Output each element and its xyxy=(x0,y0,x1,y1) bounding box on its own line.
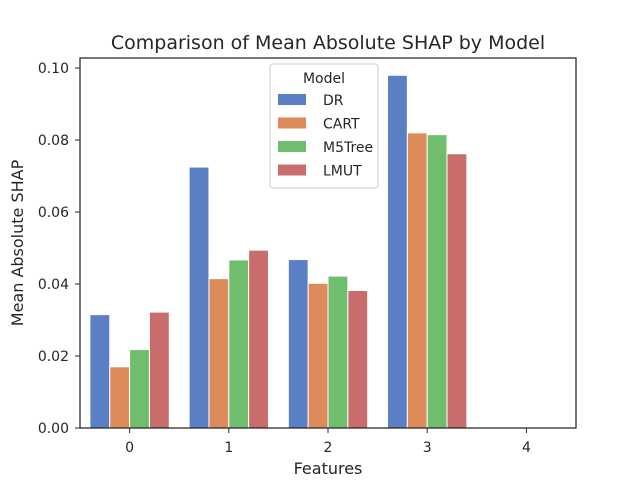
bar-dr-feature-2 xyxy=(287,259,309,429)
bar-m5tree-feature-2 xyxy=(327,275,349,429)
x-tick-label: 4 xyxy=(522,440,531,456)
x-tick-label: 0 xyxy=(125,440,134,456)
y-tick-label: 0.04 xyxy=(38,277,69,293)
chart-title: Comparison of Mean Absolute SHAP by Mode… xyxy=(111,32,545,54)
y-tick-label: 0.06 xyxy=(38,205,69,221)
bar-cart-feature-3 xyxy=(406,132,428,429)
legend-swatch-lmut xyxy=(278,164,306,176)
y-tick-label: 0.10 xyxy=(38,61,69,77)
x-axis-label: Features xyxy=(294,459,363,478)
legend-title: Model xyxy=(303,71,345,87)
x-tick-label: 1 xyxy=(224,440,233,456)
legend: Model DR CART M5Tree LMUT xyxy=(269,63,379,189)
bar-dr-feature-1 xyxy=(188,166,210,429)
y-tick-label: 0.08 xyxy=(38,133,69,149)
legend-label-cart: CART xyxy=(323,117,360,133)
bar-cart-feature-2 xyxy=(307,282,329,429)
y-axis-label: Mean Absolute SHAP xyxy=(8,159,27,326)
bar-cart-feature-1 xyxy=(208,278,230,429)
legend-items: DR CART M5Tree LMUT xyxy=(278,93,373,180)
bar-dr-feature-0 xyxy=(89,314,111,429)
bar-m5tree-feature-3 xyxy=(426,134,448,429)
bar-lmut-feature-0 xyxy=(148,311,170,429)
y-tick-label: 0.00 xyxy=(38,421,69,437)
legend-label-m5tree: M5Tree xyxy=(323,140,373,156)
legend-swatch-dr xyxy=(278,94,306,105)
legend-label-lmut: LMUT xyxy=(323,164,362,180)
y-axis-ticks: 0.00 0.02 0.04 0.06 0.08 0.10 xyxy=(38,61,80,437)
legend-swatch-cart xyxy=(278,117,306,129)
bar-dr-feature-3 xyxy=(387,74,408,429)
bar-m5tree-feature-0 xyxy=(129,349,150,429)
legend-label-dr: DR xyxy=(323,93,344,109)
y-tick-label: 0.02 xyxy=(38,349,69,365)
x-axis-ticks: 0 1 2 3 4 xyxy=(125,428,531,456)
legend-swatch-m5tree xyxy=(278,141,306,152)
bar-cart-feature-0 xyxy=(109,366,131,429)
bar-lmut-feature-3 xyxy=(446,153,468,429)
bar-lmut-feature-2 xyxy=(347,290,369,429)
x-tick-label: 2 xyxy=(324,440,333,456)
bars-group xyxy=(89,74,468,429)
bar-m5tree-feature-1 xyxy=(228,259,250,429)
x-tick-label: 3 xyxy=(423,440,432,456)
bar-lmut-feature-1 xyxy=(248,249,269,429)
